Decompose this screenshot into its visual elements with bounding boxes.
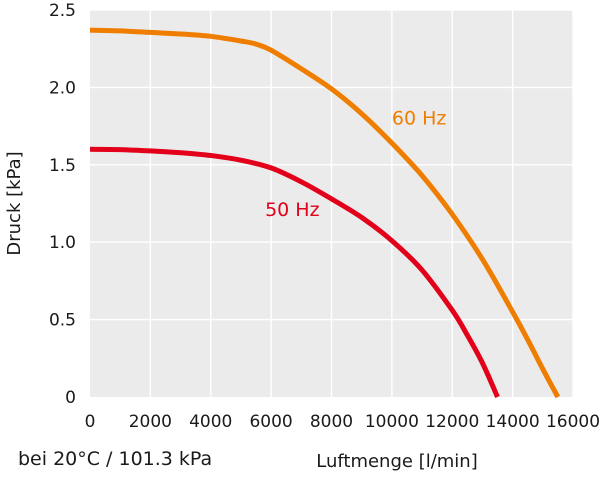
y-tick-label: 1.5 [49,156,76,176]
y-tick-label: 0.5 [49,311,76,331]
x-tick-label: 14000 [486,412,540,432]
y-axis-ticks: 0 0.5 1.0 1.5 2.0 2.5 [49,1,76,408]
series-curves [89,27,561,399]
grid [90,9,574,397]
x-axis-ticks: 0 2000 4000 6000 8000 10000 12000 14000 16000 [85,412,600,432]
x-axis-title: Luftmenge [l/min] [316,451,478,472]
conditions-note: bei 20°C / 101.3 kPa [18,448,213,470]
y-tick-label: 2.5 [49,1,76,21]
x-tick-label: 4000 [189,412,232,432]
x-tick-label: 6000 [249,412,292,432]
y-tick-label: 2.0 [49,78,76,98]
x-tick-label: 0 [85,412,96,432]
x-tick-label: 8000 [310,412,353,432]
series-label-50hz: 50 Hz [265,199,320,221]
y-axis-title: Druck [kPa] [4,151,25,255]
series-line-0 [89,27,561,399]
x-tick-label: 16000 [546,412,600,432]
series-label-60hz: 60 Hz [392,108,447,130]
y-tick-label: 0 [65,388,76,408]
x-tick-label: 12000 [425,412,479,432]
x-tick-label: 2000 [129,412,172,432]
y-tick-label: 1.0 [49,233,76,253]
series-line-1 [89,146,500,399]
x-tick-label: 10000 [365,412,419,432]
